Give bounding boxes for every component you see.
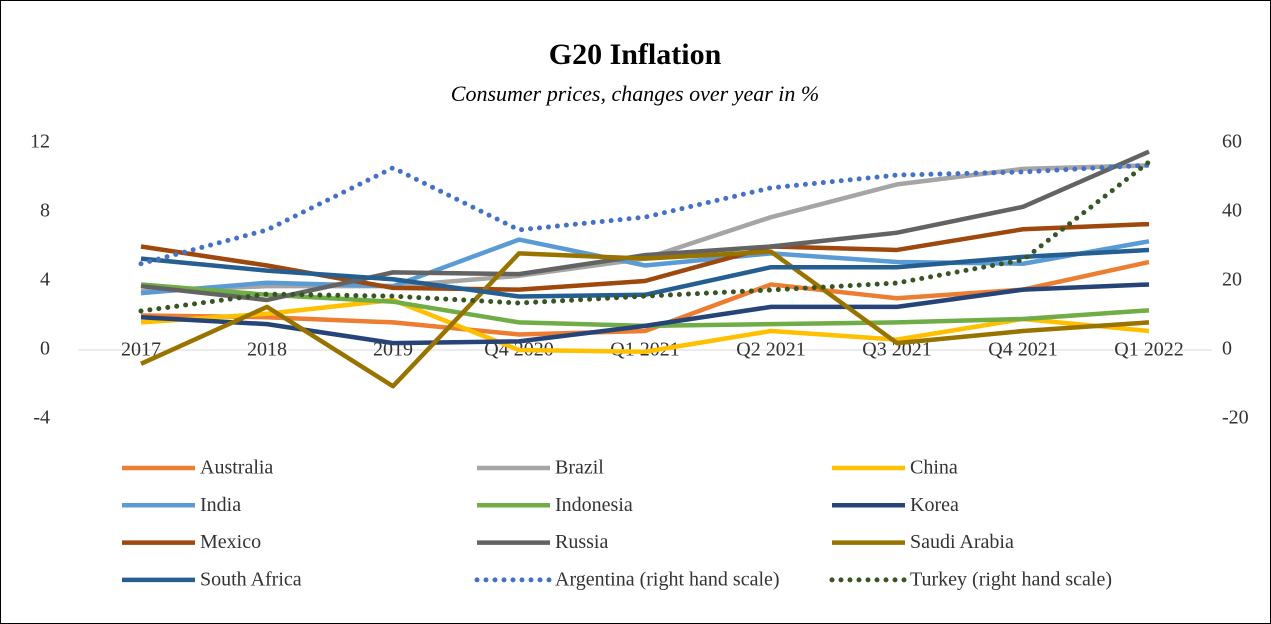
series-line [140, 282, 1150, 346]
y2-tick-label: 60 [1222, 131, 1242, 153]
y2-tick-label: -20 [1222, 407, 1249, 429]
legend-label: South Africa [200, 568, 302, 590]
series-line [140, 237, 1150, 296]
y-tick-label: 12 [30, 131, 50, 153]
legend-label: Russia [555, 531, 608, 553]
legend-label: Turkey (right hand scale) [910, 568, 1112, 590]
series-line [140, 297, 1150, 354]
legend-label: Australia [200, 457, 273, 479]
series-line [138, 159, 1152, 314]
y2-tick-label: 40 [1222, 200, 1242, 222]
legend-label: Mexico [200, 531, 261, 553]
legend-label: India [200, 494, 241, 516]
series-line [140, 249, 1150, 389]
legend-label: China [910, 457, 958, 479]
x-tick-label: Q1 2022 [1114, 339, 1183, 361]
y-tick-label: -4 [33, 407, 50, 429]
y-tick-label: 0 [40, 338, 50, 360]
x-tick-label: 2017 [121, 339, 161, 361]
series-line [140, 149, 1150, 303]
x-tick-label: 2018 [247, 339, 287, 361]
y-tick-label: 4 [40, 269, 50, 291]
legend-label: Saudi Arabia [910, 531, 1014, 553]
y-tick-label: 8 [40, 200, 50, 222]
chart-subtitle: Consumer prices, changes over year in % [451, 81, 819, 106]
chart-title: G20 Inflation [549, 38, 722, 71]
legend-label: Korea [910, 494, 959, 516]
legend-label: Argentina (right hand scale) [555, 568, 780, 590]
series-line [138, 162, 1152, 267]
legend-label: Indonesia [555, 494, 633, 516]
x-tick-label: Q4 2021 [988, 339, 1057, 361]
y2-tick-label: 20 [1222, 269, 1242, 291]
legend-label: Brazil [555, 457, 604, 479]
x-tick-label: Q3 2021 [862, 339, 931, 361]
y2-tick-label: 0 [1222, 338, 1232, 360]
series-line [140, 259, 1150, 337]
x-tick-label: Q2 2021 [736, 339, 805, 361]
